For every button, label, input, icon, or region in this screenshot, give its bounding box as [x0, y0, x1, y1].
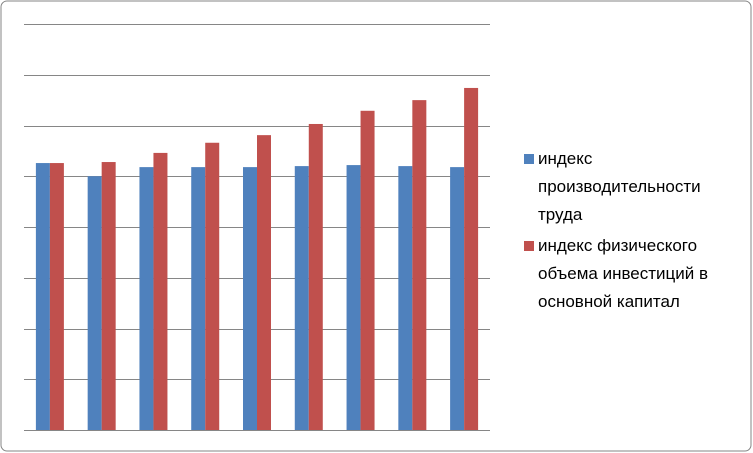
legend-swatch [524, 154, 534, 164]
bar [346, 165, 361, 430]
legend-label: индекс производительности труда [538, 149, 701, 224]
bar [450, 167, 465, 431]
bar [243, 167, 257, 431]
bar [308, 123, 323, 430]
bar [205, 142, 220, 430]
bar [139, 167, 154, 431]
legend-swatch [524, 241, 534, 251]
bar [412, 100, 427, 430]
bar [257, 135, 271, 430]
bar [49, 163, 64, 430]
legend-label: индекс физического объема инвестиций в о… [538, 236, 709, 311]
bar [87, 176, 102, 430]
bar [360, 110, 375, 430]
bar [153, 152, 168, 430]
bar [101, 162, 116, 431]
bar [35, 163, 50, 430]
bar [294, 166, 309, 430]
bar [464, 87, 479, 430]
bar [398, 166, 413, 430]
bar [191, 167, 206, 431]
